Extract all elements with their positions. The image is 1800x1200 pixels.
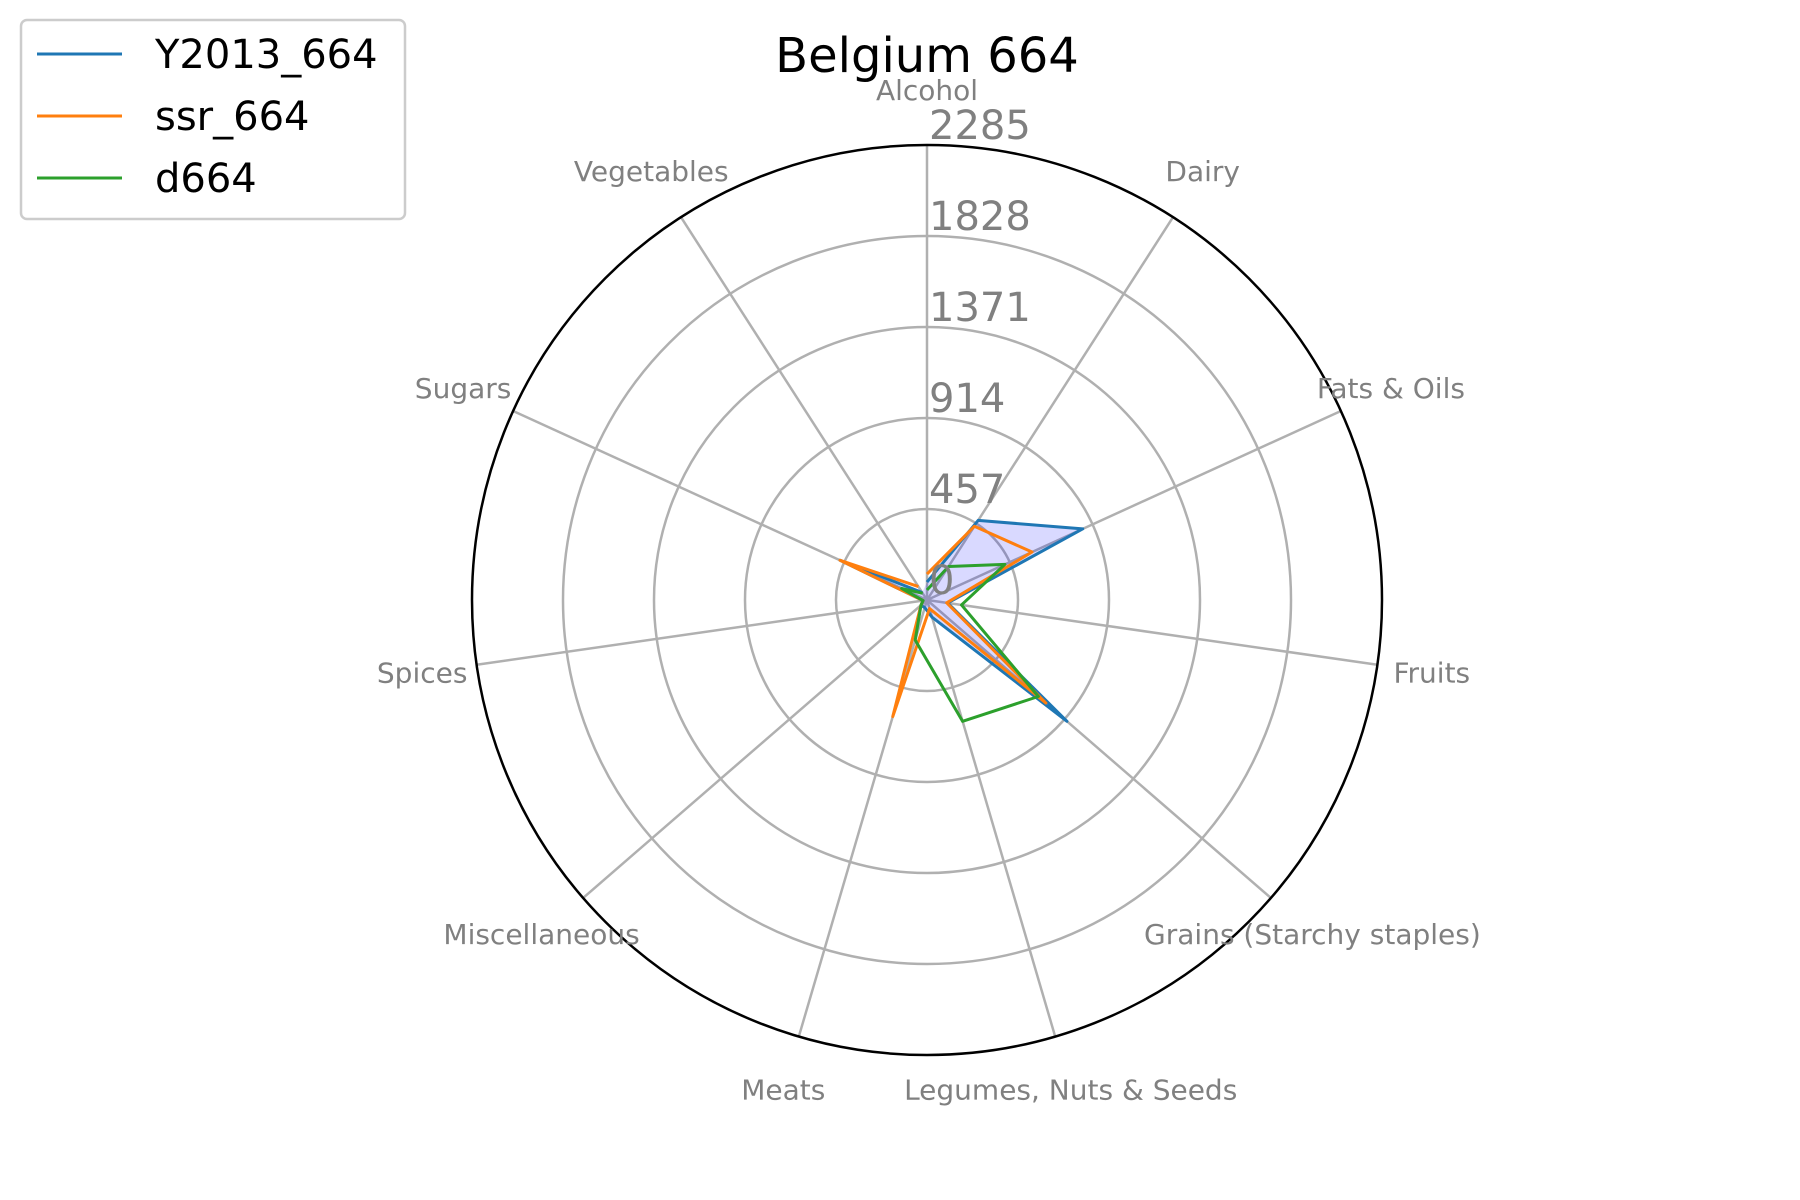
radial-tick-label: 2285	[929, 103, 1031, 149]
category-label: Spices	[377, 657, 468, 690]
radar-spokes	[476, 145, 1378, 1037]
spoke-line	[926, 409, 1342, 602]
chart-title: Belgium 664	[775, 28, 1079, 84]
legend-label: Y2013_664	[154, 32, 378, 78]
outer-frame	[470, 143, 1384, 1057]
radial-tick-label: 1371	[929, 285, 1031, 331]
category-label: Sugars	[415, 372, 512, 405]
radial-tick-label: 0	[929, 558, 954, 604]
radial-tick-label: 1828	[929, 194, 1031, 240]
outer-circle	[470, 143, 1384, 1057]
category-label: Fats & Oils	[1317, 372, 1465, 405]
category-label: Miscellaneous	[443, 918, 639, 951]
legend: Y2013_664 ssr_664 d664	[19, 18, 407, 221]
spoke-line	[582, 599, 928, 899]
category-label: Grains (Starchy staples)	[1144, 918, 1481, 951]
category-labels: Alcohol Dairy Fats & Oils Fruits Grains (Sta…	[377, 74, 1481, 1106]
category-label: Fruits	[1393, 657, 1470, 690]
legend-label: ssr_664	[155, 94, 309, 140]
spoke-line	[925, 216, 1175, 601]
radial-tick-label: 914	[929, 376, 1005, 422]
category-label: Alcohol	[876, 74, 978, 107]
category-label: Meats	[741, 1073, 825, 1106]
category-label: Dairy	[1165, 155, 1240, 188]
series-lines	[838, 518, 1085, 723]
legend-frame	[19, 18, 407, 221]
spoke-line	[679, 216, 929, 601]
series-line-d664	[900, 562, 1040, 723]
series-fill	[840, 520, 1083, 722]
radial-tick-label: 457	[929, 467, 1005, 513]
legend-label: d664	[155, 156, 257, 202]
series-line-ssr_664	[838, 524, 1048, 719]
spoke-line	[925, 599, 1057, 1037]
category-label: Vegetables	[574, 155, 729, 188]
spoke-line	[926, 599, 1272, 899]
radial-tick-labels: 0 457 914 1371 1828 2285	[929, 103, 1031, 604]
area-fill	[840, 520, 1083, 722]
spoke-line	[797, 599, 929, 1037]
spoke-line	[476, 598, 928, 666]
spoke-line	[926, 598, 1378, 666]
category-label: Legumes, Nuts & Seeds	[904, 1073, 1237, 1106]
